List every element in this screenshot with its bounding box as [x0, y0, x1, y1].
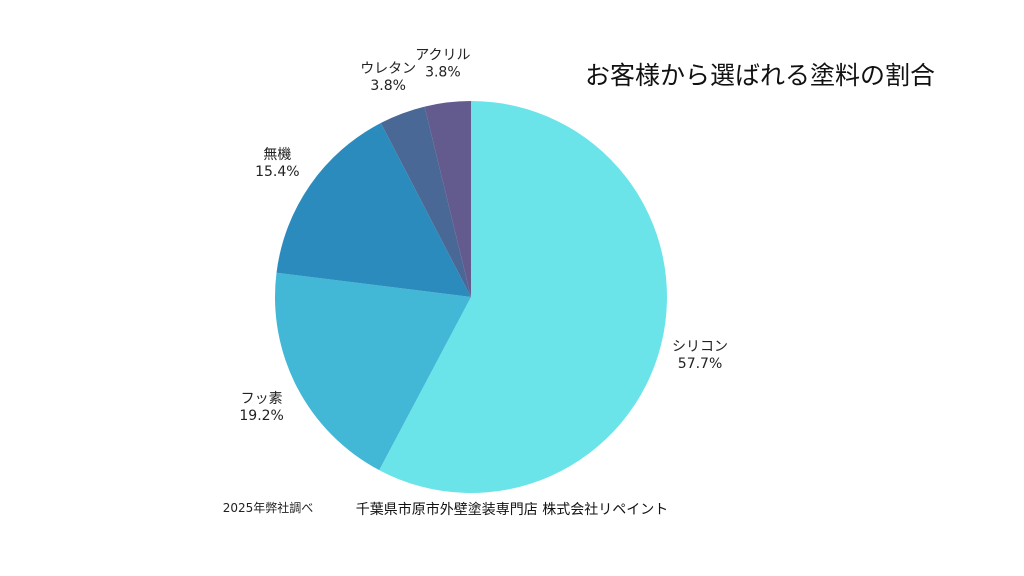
- slice-percent-label: 19.2%: [239, 408, 283, 424]
- slice-name-label: ウレタン: [360, 61, 416, 77]
- pie-slice-2: [275, 272, 471, 471]
- slice-name-label: フッ素: [241, 391, 283, 407]
- slice-percent-label: 3.8%: [425, 65, 461, 81]
- pie-slice-1: [379, 101, 667, 493]
- pie-slices: [275, 101, 667, 493]
- slice-name-label: シリコン: [672, 339, 728, 355]
- slice-percent-label: 3.8%: [370, 78, 406, 94]
- slice-percent-label: 15.4%: [255, 164, 299, 180]
- source-note: 2025年弊社調べ: [223, 500, 314, 515]
- pie-slice-5: [424, 101, 471, 297]
- slice-percent-label: 57.7%: [678, 356, 722, 372]
- chart-title: お客様から選ばれる塗料の割合: [585, 61, 935, 90]
- slice-name-label: アクリル: [415, 48, 470, 64]
- pie-slice-4: [380, 106, 471, 298]
- pie-slice-3: [276, 122, 471, 298]
- company-credit: 千葉県市原市外壁塗装専門店 株式会社リペイント: [356, 501, 668, 518]
- slice-name-label: 無機: [263, 147, 291, 163]
